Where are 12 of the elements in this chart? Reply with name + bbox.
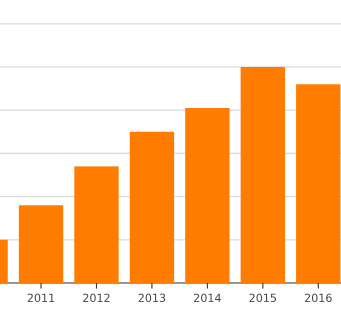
x-tick-label: 2011: [28, 294, 54, 302]
bar: [130, 132, 174, 283]
x-tick-label: 2015: [249, 294, 276, 302]
bar: [296, 84, 340, 283]
bar: [18, 205, 64, 283]
x-tick-label: 2016: [304, 294, 332, 302]
x-tick-label: 2013: [138, 294, 166, 302]
x-tick-label: 2014: [194, 294, 221, 302]
bar: [74, 166, 119, 283]
bar: [240, 66, 285, 283]
x-tick-label: 2012: [83, 294, 110, 302]
bar: [185, 108, 230, 283]
